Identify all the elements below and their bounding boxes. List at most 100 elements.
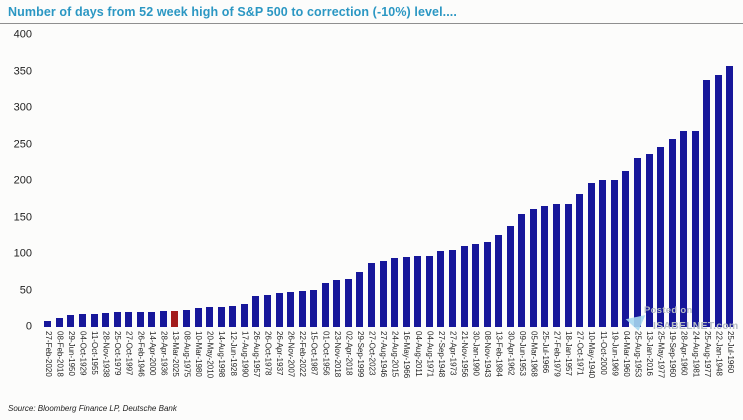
bar-slot [470, 243, 482, 327]
x-axis-label: 01-Oct-1956 [321, 331, 331, 376]
bar-slot [585, 182, 597, 327]
bar-slot [239, 303, 251, 327]
bar [310, 289, 318, 327]
x-axis-label: 28-Apr-1960 [679, 331, 689, 376]
bar [564, 203, 572, 327]
x-axis-label: 26-Nov-2007 [286, 331, 296, 378]
bar-slot [666, 138, 678, 327]
bar-slot [400, 256, 412, 327]
x-axis-label: 10-Mar-1980 [194, 331, 204, 377]
bar-slot [123, 312, 135, 327]
x-axis-label: 26-Aug-1957 [251, 331, 261, 378]
x-axis-label: 14-Apr-2000 [147, 331, 157, 376]
bar-slot [597, 180, 609, 327]
x-axis-label: 27-Oct-1997 [124, 331, 134, 376]
x-axis-label: 12-Jun-1928 [228, 331, 238, 376]
bar [460, 246, 468, 327]
bar [714, 75, 722, 327]
bar-slot [609, 179, 621, 327]
x-axis-label: 14-Aug-1998 [217, 331, 227, 378]
bar [518, 213, 526, 327]
bar [437, 251, 445, 327]
bar [691, 130, 699, 327]
bar-slot [424, 255, 436, 327]
x-axis-label: 30-Jan-1990 [471, 331, 481, 376]
bar [529, 208, 537, 327]
bar [321, 283, 329, 327]
bar-slot [574, 194, 586, 327]
bar-slot [343, 278, 355, 327]
title-divider [0, 23, 743, 24]
bar-slot [389, 257, 401, 327]
bar [576, 194, 584, 327]
bar-slot [366, 262, 378, 327]
y-axis-tick-label: 350 [13, 64, 32, 77]
bar [275, 292, 283, 327]
bar [414, 256, 422, 327]
bar-slot [54, 317, 66, 327]
x-axis-label: 04-Aug-1971 [425, 331, 435, 378]
bar [506, 225, 514, 327]
bar-slot [690, 130, 702, 327]
bar-slot [273, 292, 285, 327]
bar-slot [192, 308, 204, 327]
bar-series [42, 35, 736, 327]
y-axis-tick-label: 200 [13, 174, 32, 187]
bar [90, 313, 98, 327]
bar-slot [713, 75, 725, 327]
y-axis-tick-label: 400 [13, 28, 32, 41]
x-axis-label: 02-Apr-2018 [344, 331, 354, 376]
x-axis-label: 16-May-1966 [402, 331, 412, 379]
x-axis-label: 18-Jan-1957 [564, 331, 574, 376]
bar-slot [655, 147, 667, 327]
y-axis-tick-label: 100 [13, 247, 32, 260]
x-axis-label: 22-Jan-1948 [714, 331, 724, 376]
bar [402, 256, 410, 327]
x-axis-label: 28-Apr-1936 [159, 331, 169, 376]
bar [425, 255, 433, 327]
bar [217, 306, 225, 327]
x-axis-label: 04-Aug-2011 [413, 331, 423, 377]
bar [668, 138, 676, 327]
bar [356, 272, 364, 327]
bar-slot [701, 80, 713, 327]
watermark-site-name: ISABELNET.com [653, 320, 739, 332]
x-axis-label: 25-Aug-1977 [702, 331, 712, 378]
x-axis-label: 19-Sep-1960 [668, 331, 678, 378]
bar [113, 312, 121, 327]
bar-slot [678, 130, 690, 327]
bar [368, 262, 376, 327]
x-axis-label: 25-Jul-1960 [725, 331, 735, 374]
x-axis-label: 17-Aug-1990 [240, 331, 250, 378]
x-axis-label: 27-Apr-1973 [448, 331, 458, 376]
x-axis-label: 30-Apr-1962 [506, 331, 516, 376]
x-axis-label: 25-Aug-1953 [633, 331, 643, 378]
bar-slot [528, 208, 540, 327]
bar [448, 249, 456, 327]
x-axis-label: 25-Oct-1979 [113, 331, 123, 376]
bar [483, 241, 491, 327]
bar [148, 311, 156, 327]
bar-slot [539, 205, 551, 327]
x-axis-label: 26-Feb-1946 [136, 331, 146, 377]
x-axis-label: 27-Oct-2023 [367, 331, 377, 376]
bar [657, 147, 665, 327]
bar [645, 154, 653, 327]
x-axis-label: 20-May-2010 [205, 331, 215, 379]
x-axis-label: 29-Sep-1999 [355, 331, 365, 378]
bar [726, 66, 734, 327]
bar [55, 317, 63, 327]
bar-slot [215, 306, 227, 327]
x-axis-label: 19-Jun-1969 [610, 331, 620, 376]
bar-slot [250, 296, 262, 327]
y-axis-tick-label: 0 [25, 320, 32, 333]
bar [194, 308, 202, 327]
x-axis-label: 04-Mar-1960 [621, 331, 631, 377]
chart-title: Number of days from 52 week high of S&P … [8, 5, 457, 19]
bar [344, 278, 352, 327]
bar-slot [632, 157, 644, 327]
bar-slot [516, 213, 528, 327]
x-axis-label: 10-May-1940 [587, 331, 597, 379]
bar-slot [158, 310, 170, 327]
x-axis-label: 08-Nov-1943 [483, 331, 493, 378]
